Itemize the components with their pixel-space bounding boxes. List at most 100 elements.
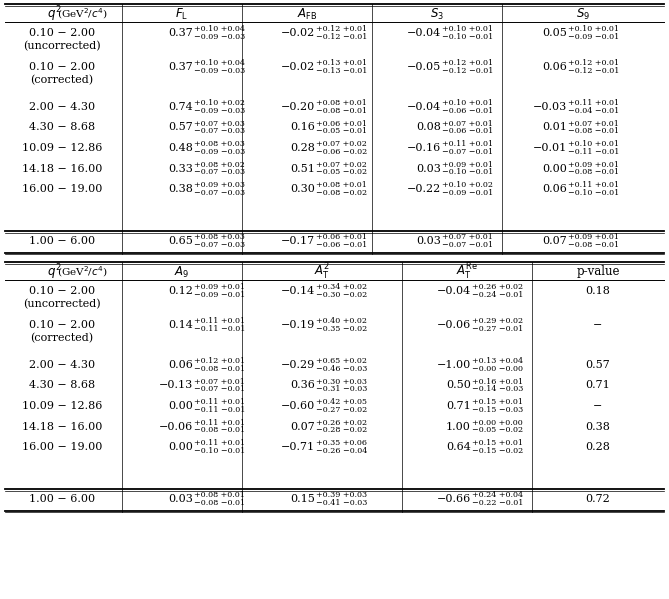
Text: +0.12 +0.01: +0.12 +0.01 — [316, 25, 367, 33]
Text: 0.38: 0.38 — [168, 184, 193, 194]
Text: 2.00 − 4.30: 2.00 − 4.30 — [29, 102, 95, 112]
Text: +0.08 +0.01: +0.08 +0.01 — [194, 491, 245, 500]
Text: −0.14 −0.03: −0.14 −0.03 — [472, 385, 523, 394]
Text: −0.07 −0.03: −0.07 −0.03 — [194, 241, 245, 249]
Text: +0.65 +0.02: +0.65 +0.02 — [316, 357, 367, 365]
Text: −0.17: −0.17 — [281, 236, 315, 246]
Text: +0.06 +0.01: +0.06 +0.01 — [316, 234, 367, 241]
Text: +0.00 +0.00: +0.00 +0.00 — [472, 419, 522, 426]
Text: −0.02: −0.02 — [281, 28, 315, 38]
Text: −0.15 −0.02: −0.15 −0.02 — [472, 447, 523, 455]
Text: −0.12 −0.01: −0.12 −0.01 — [442, 67, 493, 75]
Text: −0.09 −0.01: −0.09 −0.01 — [194, 291, 246, 299]
Text: +0.09 +0.01: +0.09 +0.01 — [568, 234, 619, 241]
Text: p-value: p-value — [576, 265, 619, 279]
Text: +0.09 +0.01: +0.09 +0.01 — [568, 161, 619, 169]
Text: 0.71: 0.71 — [446, 401, 471, 411]
Text: +0.34 +0.02: +0.34 +0.02 — [316, 283, 367, 291]
Text: −0.13: −0.13 — [159, 380, 193, 391]
Text: −0.06 −0.01: −0.06 −0.01 — [316, 241, 367, 249]
Text: 0.06: 0.06 — [542, 184, 567, 194]
Text: 0.06: 0.06 — [542, 62, 567, 72]
Text: −0.27 −0.01: −0.27 −0.01 — [472, 325, 523, 333]
Text: +0.08 +0.03: +0.08 +0.03 — [194, 234, 245, 241]
Text: −0.08 −0.01: −0.08 −0.01 — [568, 241, 619, 249]
Text: 0.07: 0.07 — [290, 422, 315, 431]
Text: +0.11 +0.01: +0.11 +0.01 — [442, 140, 493, 148]
Text: 1.00: 1.00 — [446, 422, 471, 431]
Text: +0.10 +0.02: +0.10 +0.02 — [194, 99, 245, 107]
Text: −0.04: −0.04 — [437, 286, 471, 296]
Text: 0.48: 0.48 — [168, 143, 193, 153]
Text: 0.10 − 2.00: 0.10 − 2.00 — [29, 62, 95, 72]
Text: 0.36: 0.36 — [290, 380, 315, 391]
Text: $A_{\rm FB}$: $A_{\rm FB}$ — [297, 7, 317, 22]
Text: +0.10 +0.01: +0.10 +0.01 — [568, 140, 619, 148]
Text: 0.00: 0.00 — [168, 442, 193, 452]
Text: +0.35 +0.06: +0.35 +0.06 — [316, 439, 367, 447]
Text: +0.15 +0.01: +0.15 +0.01 — [472, 439, 523, 447]
Text: −0.46 −0.03: −0.46 −0.03 — [316, 365, 367, 373]
Text: −0.06: −0.06 — [437, 320, 471, 330]
Text: −0.04: −0.04 — [407, 102, 441, 112]
Text: +0.08 +0.01: +0.08 +0.01 — [316, 181, 367, 189]
Text: 0.03: 0.03 — [416, 236, 441, 246]
Text: 0.28: 0.28 — [585, 442, 610, 452]
Text: 1.00 − 6.00: 1.00 − 6.00 — [29, 494, 95, 504]
Text: +0.13 +0.01: +0.13 +0.01 — [316, 59, 367, 67]
Text: +0.08 +0.02: +0.08 +0.02 — [194, 161, 245, 169]
Text: (uncorrected): (uncorrected) — [23, 299, 101, 309]
Text: −0.66: −0.66 — [437, 494, 471, 504]
Text: −0.09 −0.03: −0.09 −0.03 — [194, 33, 246, 41]
Text: 0.51: 0.51 — [290, 164, 315, 174]
Text: +0.08 +0.03: +0.08 +0.03 — [194, 140, 245, 148]
Text: 0.06: 0.06 — [168, 360, 193, 370]
Text: 2.00 − 4.30: 2.00 − 4.30 — [29, 360, 95, 370]
Text: −0.07 −0.01: −0.07 −0.01 — [442, 148, 493, 156]
Text: −0.16: −0.16 — [407, 143, 441, 153]
Text: 10.09 − 12.86: 10.09 − 12.86 — [22, 143, 102, 153]
Text: −0.71: −0.71 — [281, 442, 315, 452]
Text: 14.18 − 16.00: 14.18 − 16.00 — [22, 164, 102, 174]
Text: +0.07 +0.01: +0.07 +0.01 — [194, 378, 245, 386]
Text: −0.04 −0.01: −0.04 −0.01 — [568, 107, 619, 115]
Text: −0.09 −0.01: −0.09 −0.01 — [442, 189, 493, 197]
Text: 0.10 − 2.00: 0.10 − 2.00 — [29, 28, 95, 38]
Text: −0.11 −0.01: −0.11 −0.01 — [194, 325, 246, 333]
Text: −0.29: −0.29 — [281, 360, 315, 370]
Text: −0.28 −0.02: −0.28 −0.02 — [316, 426, 367, 434]
Text: $q^2$: $q^2$ — [47, 262, 62, 282]
Text: $q^2$: $q^2$ — [47, 4, 62, 24]
Text: +0.30 +0.03: +0.30 +0.03 — [316, 378, 367, 386]
Text: +0.11 +0.01: +0.11 +0.01 — [194, 398, 245, 406]
Text: −0.14: −0.14 — [281, 286, 315, 296]
Text: +0.12 +0.01: +0.12 +0.01 — [194, 357, 245, 365]
Text: −0.08 −0.01: −0.08 −0.01 — [316, 107, 367, 115]
Text: 0.57: 0.57 — [168, 123, 193, 132]
Text: +0.13 +0.04: +0.13 +0.04 — [472, 357, 523, 365]
Text: 0.37: 0.37 — [168, 62, 193, 72]
Text: 0.07: 0.07 — [543, 236, 567, 246]
Text: −0.09 −0.03: −0.09 −0.03 — [194, 107, 246, 115]
Text: (GeV$^2$/$c^4$): (GeV$^2$/$c^4$) — [56, 265, 108, 279]
Text: −0.26 −0.04: −0.26 −0.04 — [316, 447, 367, 455]
Text: 0.33: 0.33 — [168, 164, 193, 174]
Text: +0.12 +0.01: +0.12 +0.01 — [442, 59, 493, 67]
Text: 1.00 − 6.00: 1.00 − 6.00 — [29, 236, 95, 246]
Text: +0.07 +0.01: +0.07 +0.01 — [442, 234, 493, 241]
Text: 14.18 − 16.00: 14.18 − 16.00 — [22, 422, 102, 431]
Text: (corrected): (corrected) — [30, 75, 94, 85]
Text: −0.03: −0.03 — [533, 102, 567, 112]
Text: +0.09 +0.01: +0.09 +0.01 — [442, 161, 493, 169]
Text: 0.15: 0.15 — [290, 494, 315, 504]
Text: +0.10 +0.04: +0.10 +0.04 — [194, 59, 245, 67]
Text: −0.12 −0.01: −0.12 −0.01 — [316, 33, 367, 41]
Text: −0.20: −0.20 — [281, 102, 315, 112]
Text: +0.11 +0.01: +0.11 +0.01 — [194, 419, 245, 426]
Text: −0.08 −0.01: −0.08 −0.01 — [194, 426, 245, 434]
Text: −0.08 −0.01: −0.08 −0.01 — [194, 499, 245, 507]
Text: −0.06 −0.01: −0.06 −0.01 — [442, 128, 493, 135]
Text: −0.05 −0.02: −0.05 −0.02 — [472, 426, 523, 434]
Text: −: − — [593, 401, 603, 411]
Text: −0.10 −0.01: −0.10 −0.01 — [442, 33, 493, 41]
